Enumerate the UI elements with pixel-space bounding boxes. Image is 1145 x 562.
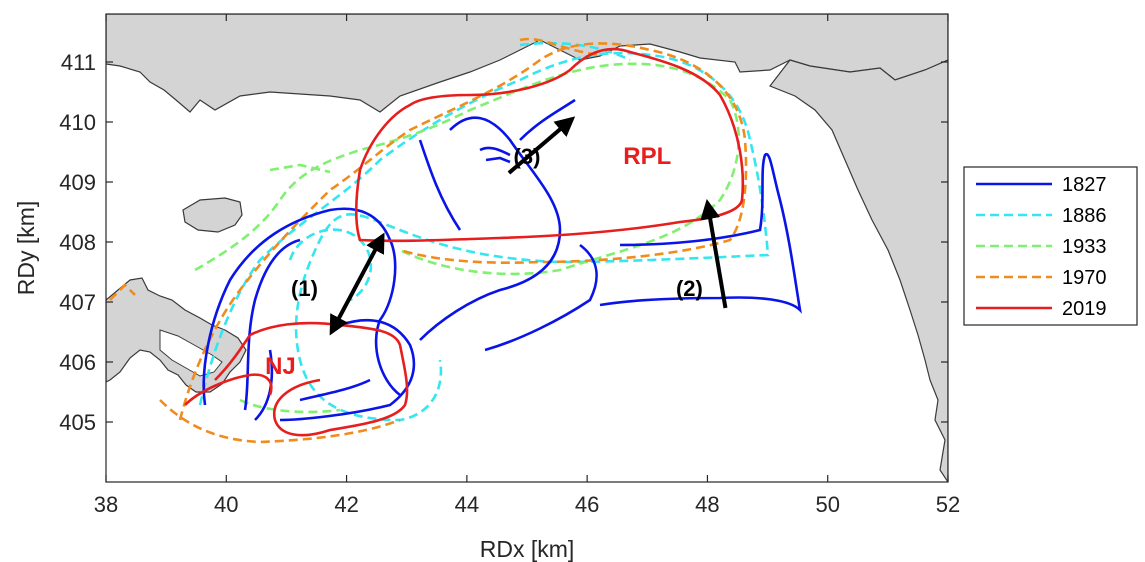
x-tick-label: 46	[575, 492, 599, 517]
island	[182, 197, 243, 233]
legend-label-1970: 1970	[1062, 267, 1107, 289]
x-axis-label: RDx [km]	[480, 536, 575, 562]
x-tick-label: 40	[214, 492, 238, 517]
x-tick-label: 42	[334, 492, 358, 517]
legend-label-1886: 1886	[1062, 205, 1107, 227]
annotation-1: (1)	[291, 276, 318, 301]
y-axis-label: RDy [km]	[13, 201, 39, 296]
x-tick-label: 44	[455, 492, 479, 517]
axes-box	[105, 13, 949, 483]
y-tick-label: 410	[59, 110, 96, 135]
y-tick-label: 405	[59, 410, 96, 435]
legend-label-1933: 1933	[1062, 236, 1107, 258]
east-land	[769, 59, 948, 482]
y-tick-label: 406	[59, 350, 96, 375]
axis-ticks: 38 40 42 44 46 48 50 52 405 406 407 408 409 410 411	[59, 14, 960, 517]
legend-items: 1827 1886 1933 1970 2019	[976, 174, 1107, 320]
x-tick-label: 48	[695, 492, 719, 517]
region-label-nj: NJ	[265, 353, 296, 380]
y-tick-label: 408	[59, 230, 96, 255]
x-tick-label: 38	[94, 492, 118, 517]
harbour-basin	[159, 329, 223, 377]
arrow-1	[329, 232, 385, 336]
y-tick-label: 407	[59, 290, 96, 315]
region-label-rpl: RPL	[623, 143, 671, 170]
x-tick-label: 52	[936, 492, 960, 517]
contour-lines	[109, 37, 802, 444]
x-tick-label: 50	[815, 492, 839, 517]
y-tick-label: 411	[61, 50, 96, 75]
y-tick-label: 409	[59, 170, 96, 195]
arrow-2	[700, 199, 728, 309]
series-1970-lines	[109, 37, 748, 444]
legend: 1827 1886 1933 1970 2019	[963, 166, 1138, 326]
arrow-3	[507, 116, 576, 175]
legend-label-2019: 2019	[1062, 298, 1107, 320]
annotation-2: (2)	[676, 276, 703, 301]
annotation-3: (3)	[514, 144, 541, 169]
legend-label-1827: 1827	[1062, 174, 1107, 196]
